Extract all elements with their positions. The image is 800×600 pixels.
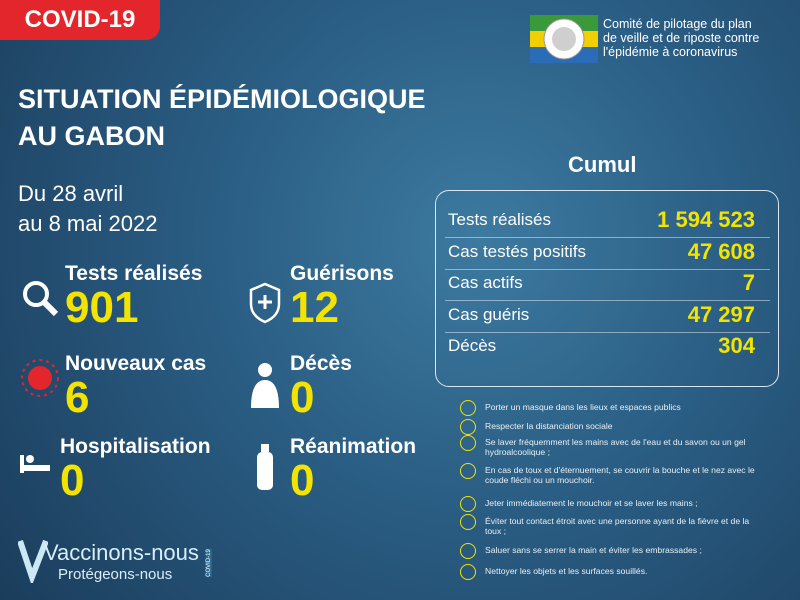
stat-label: Nouveaux cas — [65, 352, 207, 375]
slogan: Vaccinons-nous — [44, 540, 199, 565]
cumul-value: 304 — [718, 333, 755, 358]
stat-value: 12 — [290, 283, 339, 332]
measure-icon — [460, 463, 476, 479]
measure: Saluer sans se serrer la main et éviter … — [485, 545, 702, 555]
cumul-label: Décès — [448, 336, 497, 355]
measure-icon — [460, 419, 476, 435]
cumul-label: Tests réalisés — [448, 210, 551, 229]
cumul-value: 1 594 523 — [657, 207, 755, 232]
cumul-box — [435, 190, 779, 387]
stat-label: Décès — [290, 352, 352, 375]
separator — [445, 268, 770, 270]
org-line: de veille et de riposte contre — [603, 31, 760, 45]
cumul-label: Cas actifs — [448, 273, 523, 292]
measure: Porter un masque dans les lieux et espac… — [485, 402, 681, 412]
separator — [445, 237, 770, 238]
org-line: Comité de pilotage du plan — [603, 17, 752, 31]
v-logo — [18, 539, 48, 583]
cumul-value: 7 — [742, 270, 755, 295]
org-line: l'épidémie à coronavirus — [603, 45, 738, 59]
stat-value: 0 — [290, 456, 315, 505]
separator — [445, 300, 770, 301]
measure: Nettoyer les objets et les surfaces soui… — [485, 566, 648, 576]
stat-value: 0 — [290, 373, 315, 422]
stat-label: Guérisons — [290, 262, 394, 285]
measure-icon — [460, 543, 476, 559]
measure: En cas de toux et d'éternuement, se couv… — [485, 465, 755, 485]
stat-value: 0 — [60, 456, 85, 505]
subslogan: Protégeons-nous — [58, 566, 173, 583]
stat-label: Réanimation — [290, 435, 417, 458]
separator — [445, 331, 770, 333]
icons-left — [20, 281, 59, 473]
measure-icon — [460, 400, 476, 416]
title: AU GABON — [18, 121, 165, 151]
measure: Respecter la distanciation sociale — [485, 421, 613, 431]
cumul-title: Cumul — [568, 152, 637, 177]
cumul-value: 47 608 — [687, 238, 755, 264]
stat-value: 6 — [65, 373, 90, 422]
title: SITUATION ÉPIDÉMIOLOGIQUE — [18, 84, 426, 114]
cumul-value: 47 297 — [687, 301, 755, 327]
measure: Se laver fréquemment les mains avec de l… — [485, 437, 746, 457]
badge: COVID-19 — [0, 0, 160, 40]
measure-icon — [460, 496, 476, 512]
footer-tag: COVID-19 — [205, 549, 212, 577]
emblem — [530, 15, 598, 63]
cumul-label: Cas testés positifs — [448, 241, 586, 261]
stat-label: Hospitalisation — [60, 435, 211, 458]
measure: Éviter tout contact étroit avec une pers… — [485, 516, 750, 536]
icons-right — [249, 282, 281, 490]
cumul-label: Cas guéris — [448, 304, 530, 324]
stat-value: 901 — [65, 283, 139, 332]
stat-label: Tests réalisés — [65, 262, 203, 285]
measure-icon — [460, 435, 476, 451]
measure-icon — [460, 564, 476, 580]
measure: Jeter immédiatement le mouchoir et se la… — [485, 498, 698, 508]
measure-icon — [460, 514, 476, 530]
period: Du 28 avril — [18, 181, 124, 206]
period: au 8 mai 2022 — [18, 211, 158, 236]
